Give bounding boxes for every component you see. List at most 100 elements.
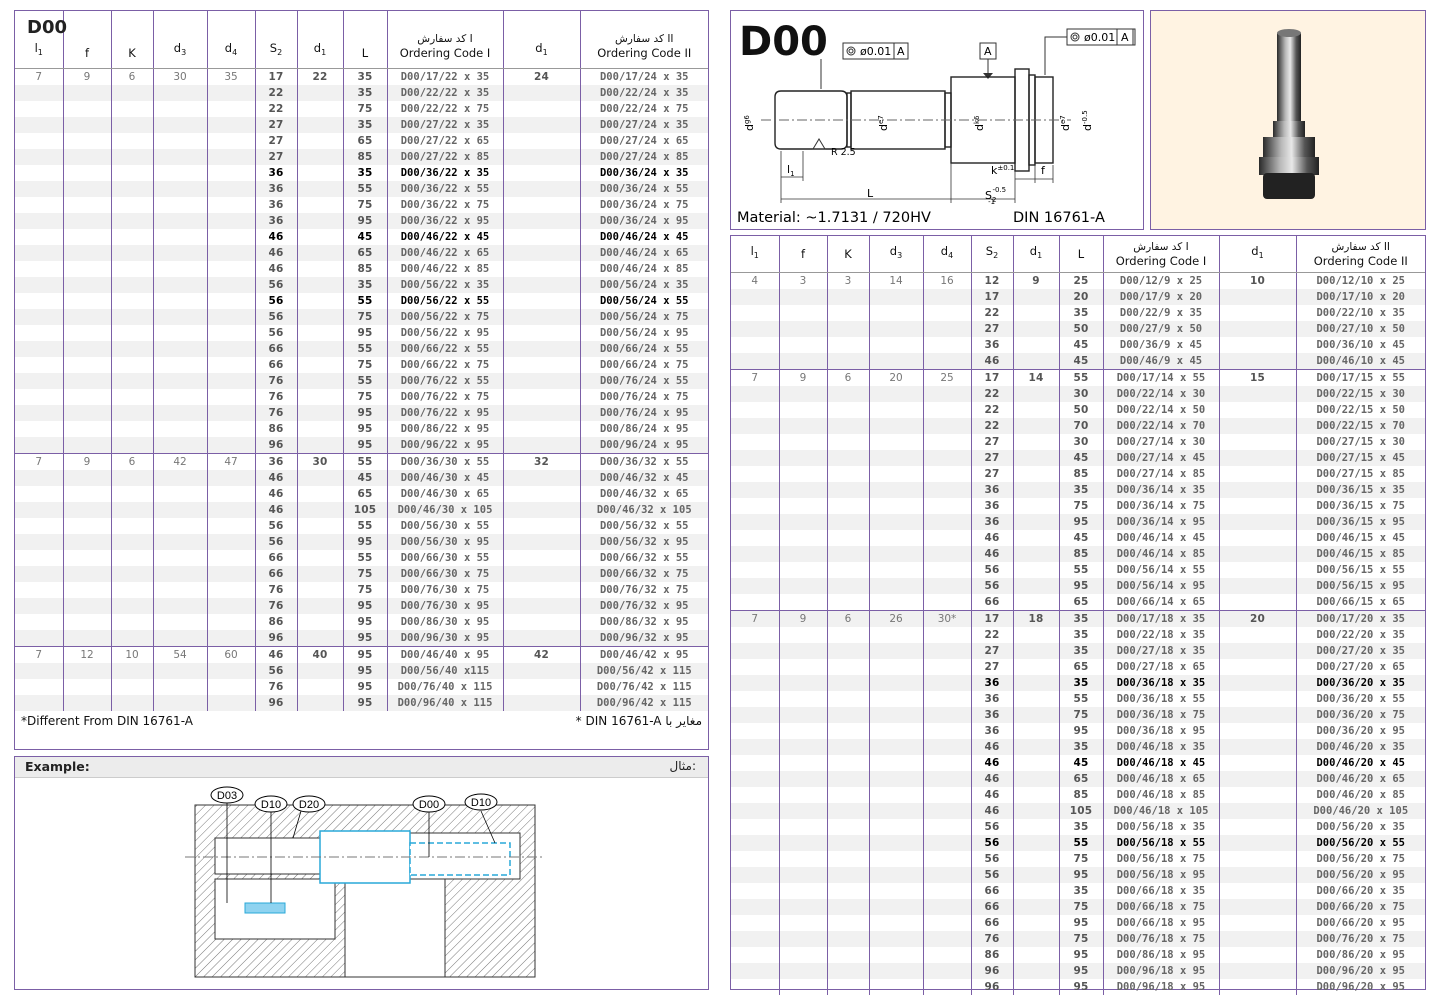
cell-d1a: [296, 116, 343, 133]
table-row: 46 65 D00/46/22 x 65 D00/46/24 x 65: [15, 244, 708, 261]
cell-code1: D00/66/30 x 75: [386, 565, 503, 582]
cell-d3: [868, 962, 923, 979]
cell-d1b: [1218, 433, 1296, 450]
cell-d3: [868, 336, 923, 353]
cell-s2: 22: [970, 385, 1013, 402]
table-row: 27 85 D00/27/22 x 85 D00/27/24 x 85: [15, 148, 708, 165]
cell-K: [110, 84, 153, 101]
cell-f: [62, 404, 111, 421]
table-row: 66 65 D00/66/14 x 65 D00/66/15 x 65: [731, 593, 1425, 610]
cell-K: [826, 352, 869, 369]
cell-d1b: [502, 148, 580, 165]
cell-d1b: [502, 388, 580, 405]
cell-L: 35: [342, 84, 387, 101]
cell-code2: D00/56/32 x 95: [579, 533, 708, 550]
cell-K: [110, 469, 153, 486]
cell-K: [110, 404, 153, 421]
cell-d1a: [1012, 914, 1059, 931]
table-row: 76 55 D00/76/22 x 55 D00/76/24 x 55: [15, 372, 708, 389]
cell-d3: [868, 417, 923, 434]
cell-l1: [15, 582, 63, 598]
cell-d1b: [1218, 930, 1296, 947]
cell-f: [778, 658, 827, 675]
table-row: 46 45 D00/46/30 x 45 D00/46/32 x 45: [15, 469, 708, 486]
cell-l1: 7: [731, 609, 779, 627]
cell-d1a: [296, 212, 343, 229]
cell-d3: [868, 401, 923, 418]
cell-l1: 7: [15, 452, 63, 470]
cell-d3: [152, 116, 207, 133]
table-row: 76 75 D00/76/22 x 75 D00/76/24 x 75: [15, 388, 708, 405]
cell-code2: D00/22/15 x 50: [1295, 401, 1425, 418]
cell-d1b: [502, 533, 580, 550]
cell-d4: [922, 770, 971, 787]
cell-l1: [15, 133, 63, 149]
cell-d4: [922, 352, 971, 369]
table-row: 46 45 D00/46/14 x 45 D00/46/15 x 45: [731, 529, 1425, 546]
cell-l1: [731, 545, 779, 562]
cell-code2: D00/86/24 x 95: [579, 420, 708, 437]
cell-code2: D00/76/24 x 95: [579, 404, 708, 421]
cell-s2: 46: [254, 260, 297, 277]
table-row: 36 55 D00/36/22 x 55 D00/36/24 x 55: [15, 180, 708, 197]
cell-d1a: [296, 501, 343, 518]
cell-L: 95: [342, 436, 387, 453]
cell-code2: D00/36/32 x 55: [579, 452, 708, 470]
cell-L: 55: [1058, 561, 1103, 578]
cell-l1: [731, 530, 779, 546]
table-row: 96 95 D00/96/40 x 115 D00/96/42 x 115: [15, 694, 708, 711]
cell-d1a: [1012, 738, 1059, 755]
cell-s2: 46: [970, 770, 1013, 787]
cell-d4: 47: [206, 452, 255, 470]
cell-d3: [152, 132, 207, 149]
cell-code1: D00/22/18 x 35: [1102, 626, 1219, 643]
cell-K: [110, 420, 153, 437]
cell-l1: [15, 165, 63, 181]
cell-d1a: [1012, 754, 1059, 771]
cell-code2: D00/36/20 x 55: [1295, 690, 1425, 707]
cell-d3: [868, 497, 923, 514]
cell-K: [110, 678, 153, 695]
cell-d1a: [1012, 850, 1059, 867]
r-col-l1: l1: [731, 236, 779, 273]
table-row: 22 50 D00/22/14 x 50 D00/22/15 x 50: [731, 401, 1425, 418]
cell-d4: [206, 662, 255, 679]
cell-d4: [206, 308, 255, 325]
cell-s2: 56: [254, 292, 297, 309]
r-col-f: f: [778, 236, 827, 273]
cell-K: 6: [826, 609, 869, 627]
cell-K: [826, 946, 869, 963]
cell-d3: [868, 433, 923, 450]
cell-code1: D00/36/18 x 55: [1102, 690, 1219, 707]
cell-l1: [731, 674, 779, 691]
cell-d1a: [1012, 288, 1059, 305]
cell-K: [826, 818, 869, 835]
cell-code1: D00/27/22 x 85: [386, 148, 503, 165]
cell-d1b: [1218, 770, 1296, 787]
cell-d1a: [1012, 352, 1059, 369]
cell-d4: [922, 577, 971, 594]
callout-d20: D20: [292, 795, 326, 813]
cell-d1b: [502, 372, 580, 389]
cell-L: 20: [1058, 288, 1103, 305]
cell-d1a: [1012, 642, 1059, 659]
cell-d4: [206, 212, 255, 229]
cell-L: 95: [342, 533, 387, 550]
cell-L: 55: [342, 549, 387, 566]
cell-d3: [868, 593, 923, 610]
cell-f: [778, 385, 827, 402]
cell-l1: [15, 308, 63, 325]
cell-f: [778, 898, 827, 915]
cell-L: 50: [1058, 320, 1103, 337]
cell-d1b: [502, 549, 580, 566]
cell-l1: [15, 340, 63, 357]
cell-code2: D00/46/20 x 35: [1295, 738, 1425, 755]
col-f: f: [62, 11, 111, 69]
svg-text:D10: D10: [471, 797, 491, 809]
cell-d4: [206, 517, 255, 534]
cell-K: [110, 533, 153, 550]
cell-code1: D00/17/18 x 35: [1102, 609, 1219, 627]
cell-d1b: [1218, 786, 1296, 803]
cell-l1: [731, 979, 779, 995]
cell-d1b: 32: [502, 452, 580, 470]
